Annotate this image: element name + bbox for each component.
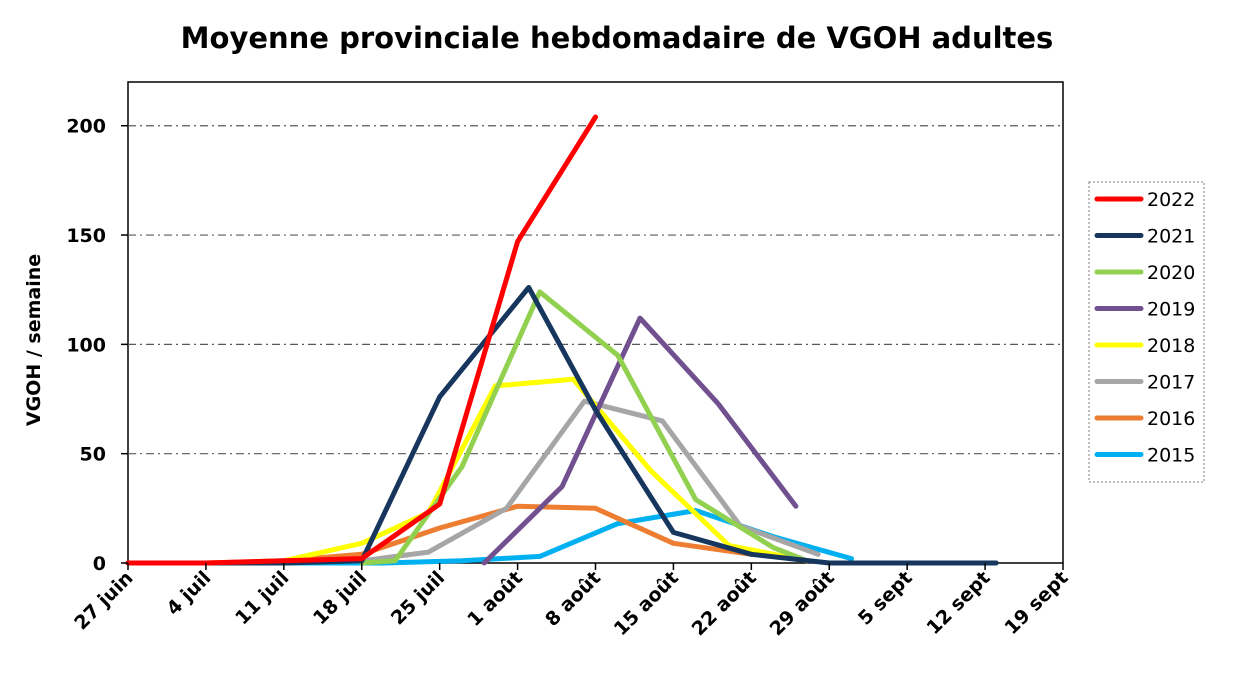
x-tick-label: 8 août (541, 567, 605, 631)
legend-label-2019: 2019 (1147, 299, 1195, 321)
x-tick-label: 19 sept (1000, 567, 1072, 639)
legend-label-2015: 2015 (1147, 445, 1195, 467)
legend-label-2018: 2018 (1147, 335, 1195, 357)
x-tick-label: 11 juil (231, 567, 293, 629)
x-tick-label: 12 sept (923, 567, 995, 639)
legend-label-2020: 2020 (1147, 262, 1195, 284)
x-tick-label: 4 juil (162, 567, 215, 620)
x-axis: 27 juin 4 juil 11 juil 18 juil 25 juil 1 août… (70, 563, 1073, 640)
series-line-2020 (359, 289, 810, 566)
legend-label-2021: 2021 (1147, 226, 1195, 248)
x-tick-label: 1 août (463, 567, 527, 631)
x-tick-label: 5 sept (854, 567, 917, 630)
y-axis: 0 50 100 150 200 (66, 116, 128, 575)
legend-label-2022: 2022 (1147, 189, 1195, 211)
legend: 2022 2021 2020 2019 2018 2017 2016 2015 (1088, 181, 1205, 483)
legend-label-2017: 2017 (1147, 372, 1195, 394)
legend-box (1088, 181, 1205, 483)
y-tick-label: 200 (66, 116, 106, 138)
x-tick-label: 18 juil (309, 567, 371, 629)
y-tick-label: 0 (93, 553, 106, 575)
x-tick-label: 15 août (610, 567, 683, 640)
legend-label-2016: 2016 (1147, 408, 1195, 430)
x-tick-label: 27 juin (70, 567, 137, 634)
chart-title: Moyenne provinciale hebdomadaire de VGOH… (181, 21, 1054, 55)
x-tick-label: 25 juil (387, 567, 449, 629)
gridlines (128, 125, 1063, 455)
x-tick-label: 29 août (766, 567, 839, 640)
y-tick-label: 150 (66, 225, 106, 247)
y-axis-label: VGOH / semaine (23, 254, 45, 426)
plot-area (127, 81, 1064, 564)
y-tick-label: 50 (80, 444, 106, 466)
x-tick-label: 22 août (688, 567, 761, 640)
series-line-2019 (481, 315, 799, 566)
y-tick-label: 100 (66, 334, 106, 356)
